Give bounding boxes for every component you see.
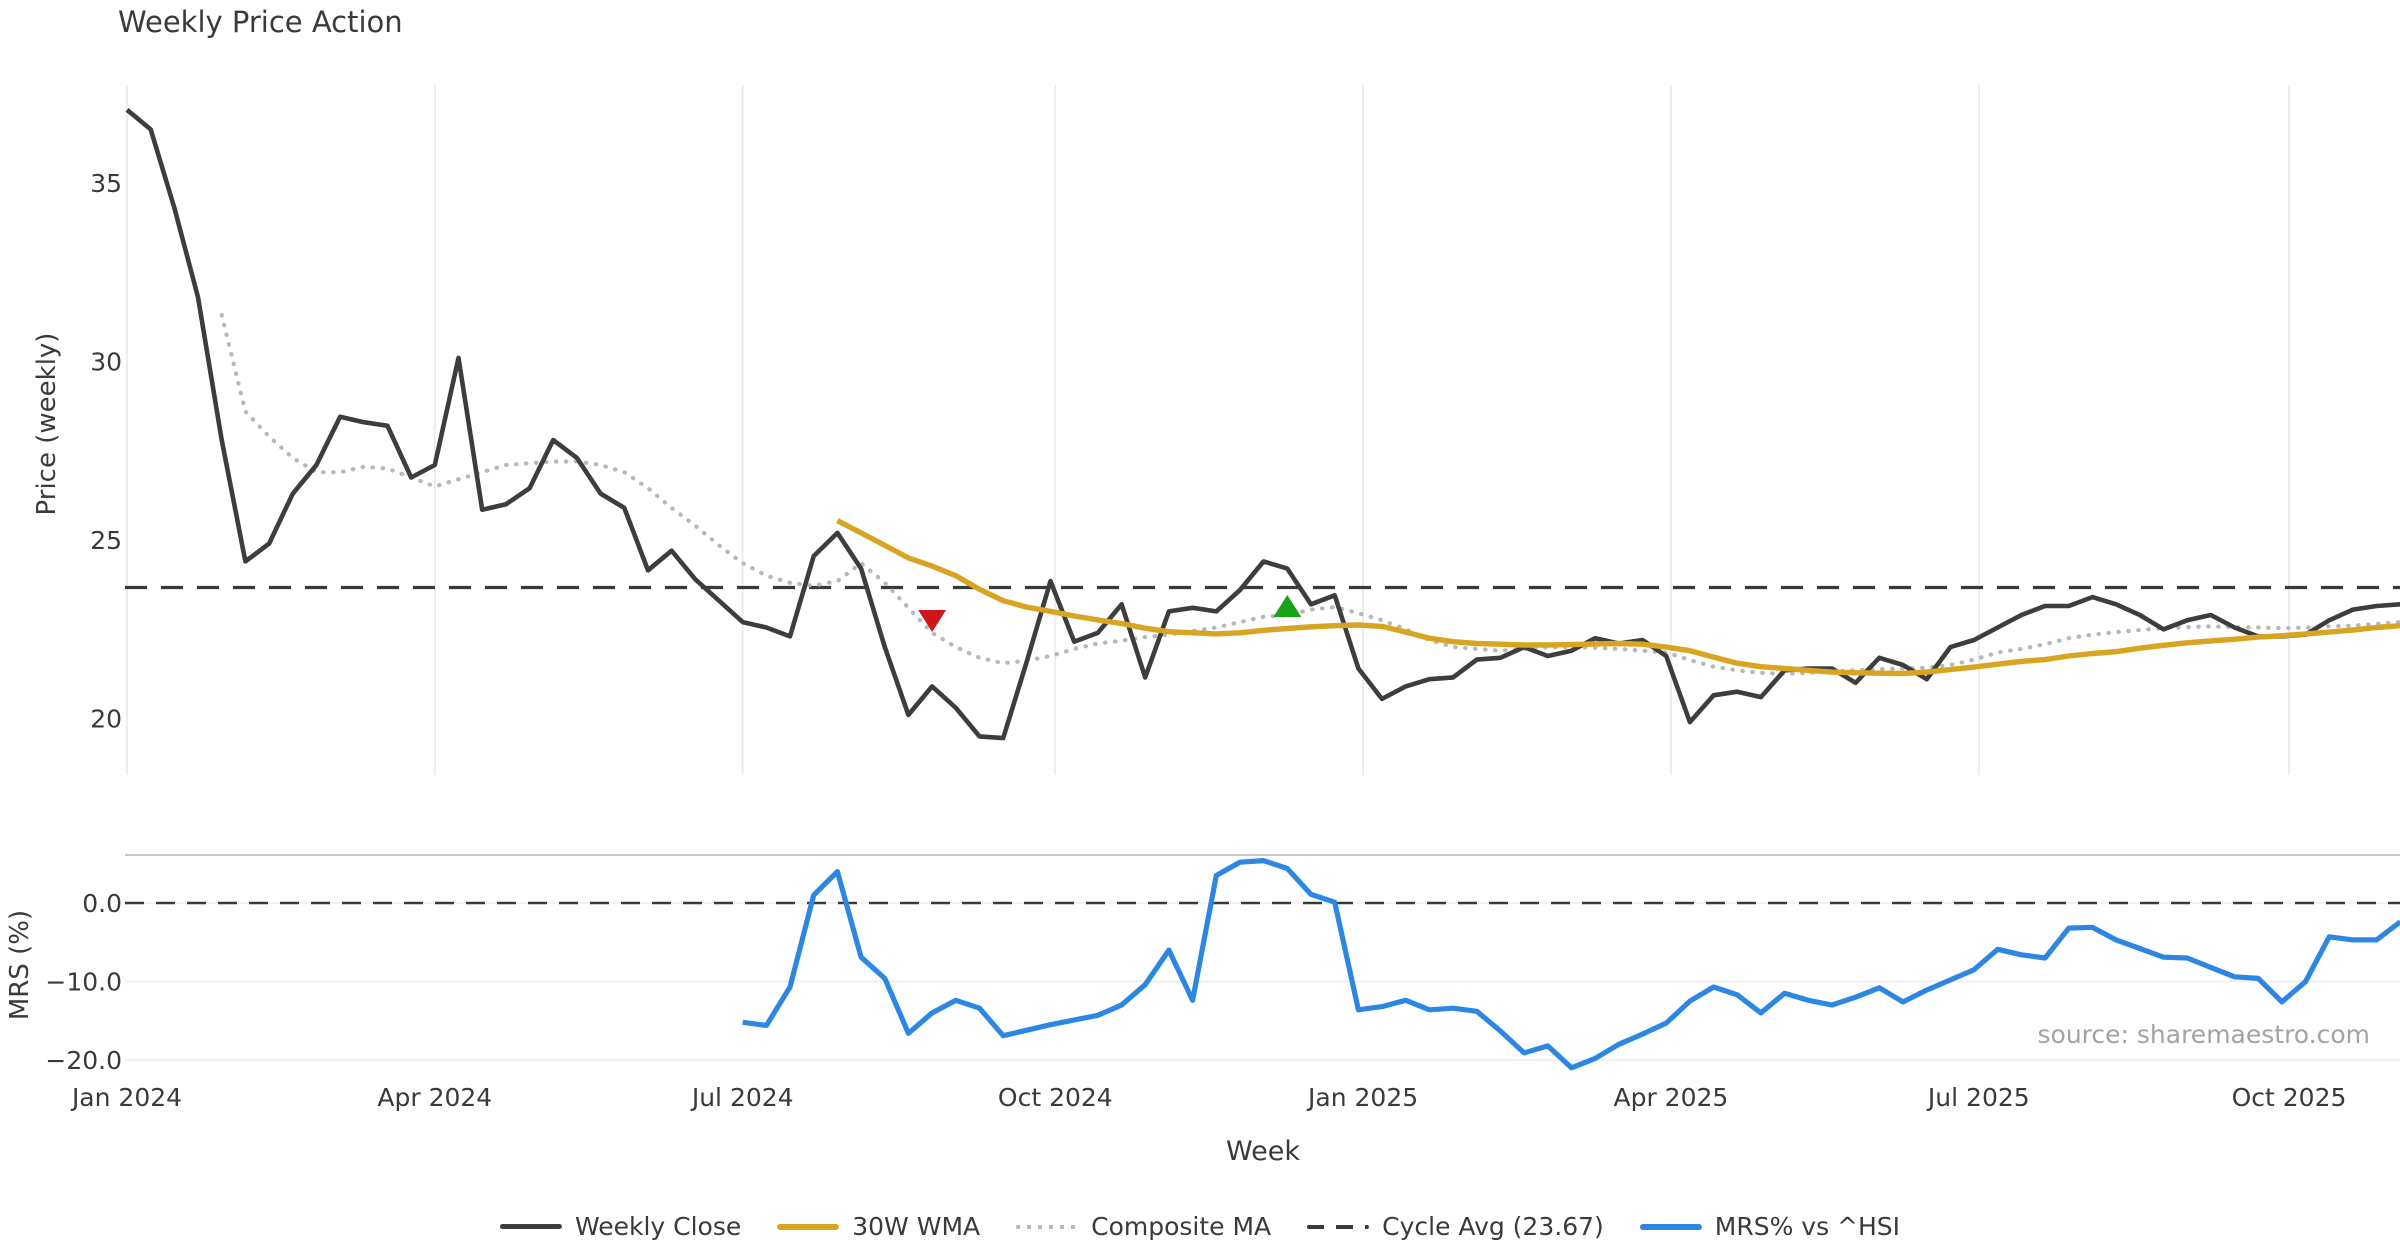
x-tick-label: Jan 2025 bbox=[1306, 1083, 1418, 1112]
x-tick-label: Apr 2025 bbox=[1613, 1083, 1728, 1112]
mrs-line-swatch-icon bbox=[1639, 1223, 1702, 1230]
price-tick-label: 30 bbox=[90, 348, 122, 377]
legend-item-composite-ma: Composite MA bbox=[1016, 1212, 1271, 1241]
mrs-axis-label: MRS (%) bbox=[5, 909, 35, 1021]
chart-title: Weekly Price Action bbox=[118, 5, 403, 39]
mrs-tick-label: −20.0 bbox=[45, 1046, 122, 1075]
legend-label: MRS% vs ^HSI bbox=[1714, 1212, 1901, 1241]
mrs-line bbox=[742, 857, 2400, 1071]
price-axis-label: Price (weekly) bbox=[32, 332, 62, 516]
buy-signal-marker-icon bbox=[1273, 595, 1302, 618]
price-tick-label: 20 bbox=[90, 705, 122, 734]
x-tick-label: Jul 2025 bbox=[1926, 1083, 2030, 1112]
weekly-close-line-swatch-icon bbox=[499, 1224, 562, 1229]
legend-item-mrs: MRS% vs ^HSI bbox=[1639, 1212, 1901, 1241]
composite-ma-line-swatch-icon bbox=[1016, 1224, 1079, 1229]
weekly-close-line bbox=[125, 108, 2400, 741]
x-tick-label: Oct 2024 bbox=[998, 1083, 1113, 1112]
sell-signal-marker-icon bbox=[918, 610, 947, 633]
wma-line-swatch-icon bbox=[777, 1223, 840, 1230]
mrs-tick-label: 0.0 bbox=[82, 889, 122, 918]
cycle-avg-line-swatch-icon bbox=[1307, 1224, 1370, 1229]
x-tick-label: Apr 2024 bbox=[377, 1083, 492, 1112]
legend-item-30w-wma: 30W WMA bbox=[777, 1212, 980, 1241]
legend-item-cycle-avg: Cycle Avg (23.67) bbox=[1307, 1212, 1604, 1241]
source-text: source: sharemaestro.com bbox=[2037, 1020, 2371, 1049]
x-tick-label: Jan 2024 bbox=[70, 1083, 182, 1112]
wma-30w-line bbox=[836, 518, 2400, 677]
legend-label: 30W WMA bbox=[852, 1212, 981, 1241]
x-tick-label: Oct 2025 bbox=[2232, 1083, 2347, 1112]
week-axis-label: Week bbox=[1226, 1136, 1300, 1167]
legend-label: Weekly Close bbox=[574, 1212, 742, 1241]
legend-label: Cycle Avg (23.67) bbox=[1382, 1212, 1604, 1241]
price-tick-label: 25 bbox=[90, 526, 122, 555]
x-tick-label: Jul 2024 bbox=[690, 1083, 794, 1112]
composite-ma-line bbox=[219, 313, 2400, 677]
legend-label: Composite MA bbox=[1091, 1212, 1272, 1241]
price-tick-label: 35 bbox=[90, 169, 122, 198]
mrs-tick-label: −10.0 bbox=[45, 968, 122, 997]
legend-item-weekly-close: Weekly Close bbox=[499, 1212, 742, 1241]
legend: Weekly Close 30W WMA Composite MA Cycle … bbox=[499, 1212, 1901, 1241]
